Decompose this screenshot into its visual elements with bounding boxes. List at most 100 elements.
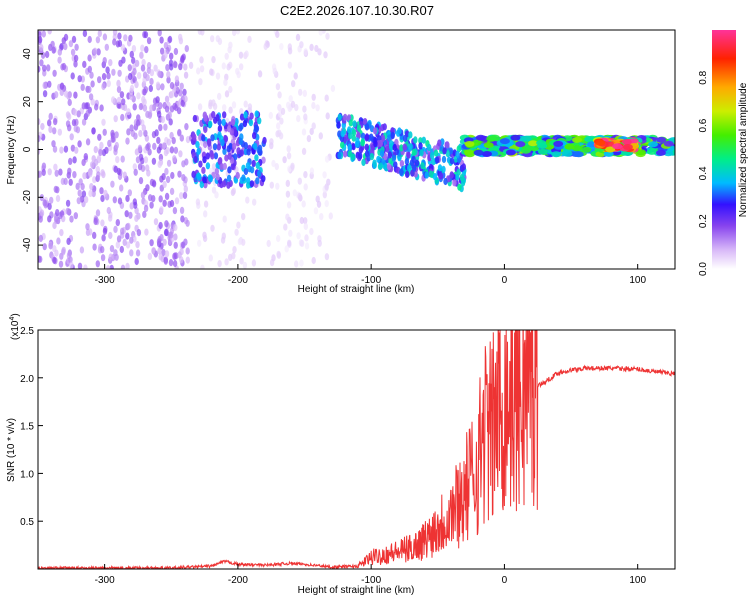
spectrogram-cell bbox=[63, 90, 69, 98]
spectrogram-cell bbox=[622, 144, 633, 150]
spectrogram-cell bbox=[323, 51, 328, 59]
spectrogram-cell bbox=[325, 112, 330, 120]
spectrogram-cell bbox=[123, 34, 128, 42]
spectrogram-cell bbox=[109, 264, 114, 269]
spectrogram-y-ticks: -40 -20 0 20 40 bbox=[22, 48, 43, 252]
spectrogram-cell bbox=[177, 170, 182, 178]
spectrogram-cell bbox=[314, 44, 319, 53]
spectrogram-cell bbox=[356, 131, 361, 139]
spectrogram-cell bbox=[40, 122, 45, 131]
spectrogram-cell bbox=[143, 31, 149, 39]
spectrogram-cell bbox=[101, 118, 106, 126]
spectrogram-cell bbox=[157, 247, 162, 255]
spectrogram-cell bbox=[279, 43, 284, 51]
colorbar-label: Normalized spectral amplitude bbox=[738, 82, 749, 217]
spectrogram-cell bbox=[58, 168, 63, 176]
spectrogram-cell bbox=[286, 152, 292, 160]
spectrogram-cell bbox=[149, 239, 154, 247]
spectrogram-cell bbox=[408, 143, 413, 151]
spectrogram-cell bbox=[40, 51, 46, 59]
spectrogram-cell bbox=[252, 132, 257, 140]
spectrogram-cell bbox=[57, 48, 62, 56]
spectrogram-cell bbox=[122, 103, 128, 111]
snr-x-tick-label: 100 bbox=[629, 575, 646, 586]
spectrogram-cell bbox=[185, 219, 190, 227]
spectrogram-cell bbox=[442, 147, 447, 155]
spectrogram-cell bbox=[68, 157, 73, 165]
spectrogram-cell bbox=[180, 99, 185, 107]
spectrogram-cell bbox=[211, 99, 216, 107]
spectrogram-cell bbox=[134, 214, 139, 222]
spectrogram-cell bbox=[74, 146, 79, 154]
spectrogram-cell bbox=[399, 168, 404, 177]
spectrogram-cell bbox=[247, 103, 253, 111]
spectrogram-cell bbox=[212, 143, 218, 151]
spectrogram-cell bbox=[215, 72, 221, 80]
spectrogram-cell bbox=[342, 150, 348, 158]
spectrogram-cell bbox=[179, 206, 185, 214]
spectrogram-cell bbox=[83, 264, 88, 269]
spectrogram-cell bbox=[456, 168, 461, 176]
spectrogram-cell bbox=[102, 227, 108, 235]
spectrogram-cell bbox=[322, 171, 327, 179]
spectrogram-cell bbox=[288, 229, 293, 237]
spectrogram-cell bbox=[172, 207, 178, 215]
spectrogram-cell bbox=[149, 201, 154, 209]
spectrogram-cell bbox=[89, 71, 94, 79]
spectrogram-cell bbox=[179, 82, 184, 90]
spectrogram-cell bbox=[69, 215, 74, 223]
spectrogram-cell bbox=[96, 171, 101, 179]
spectrogram-cell bbox=[318, 132, 323, 140]
spectrogram-cell bbox=[292, 189, 297, 197]
spectrogram-cell bbox=[38, 31, 42, 39]
spectrogram-cell bbox=[133, 201, 138, 209]
spectrogram-cell bbox=[163, 149, 169, 157]
spectrogram-cell bbox=[99, 104, 104, 112]
spectrogram-cell bbox=[68, 40, 74, 48]
spectrogram-cell bbox=[50, 40, 55, 48]
spectrogram-cell bbox=[71, 119, 77, 127]
spectrogram-cell bbox=[70, 72, 75, 80]
spectrogram-y-tick-label: 20 bbox=[22, 96, 33, 108]
snr-x-ticks: -300 -200 -100 0 100 bbox=[95, 564, 646, 586]
spectrogram-cell bbox=[159, 36, 164, 44]
spectrogram-cell bbox=[434, 156, 440, 164]
spectrogram-cell bbox=[47, 202, 52, 210]
spectrogram-cell bbox=[96, 48, 101, 56]
spectrogram-cell bbox=[222, 162, 227, 170]
spectrogram-cell bbox=[72, 156, 77, 164]
spectrogram-cell bbox=[379, 150, 385, 158]
spectrogram-cell bbox=[160, 47, 165, 55]
spectrogram-cell bbox=[61, 62, 67, 71]
spectrogram-cell bbox=[276, 234, 281, 243]
spectrogram-cell bbox=[418, 142, 423, 150]
spectrogram-cell bbox=[41, 168, 46, 176]
spectrogram-cell bbox=[93, 146, 99, 154]
spectrogram-cell bbox=[262, 136, 267, 145]
spectrogram-cell bbox=[67, 167, 72, 175]
spectrogram-cell bbox=[222, 104, 227, 112]
spectrogram-cell bbox=[299, 41, 304, 49]
spectrogram-cell bbox=[372, 127, 378, 135]
spectrogram-cell bbox=[97, 30, 102, 38]
spectrogram-cell bbox=[137, 163, 143, 171]
spectrogram-cell bbox=[303, 48, 308, 56]
spectrogram-cell bbox=[134, 257, 139, 266]
spectrogram-cell bbox=[318, 30, 323, 36]
spectrogram-cell bbox=[142, 104, 148, 112]
spectrogram-cell bbox=[218, 157, 223, 165]
spectrogram-cell bbox=[461, 163, 466, 171]
spectrogram-cell bbox=[113, 148, 118, 156]
spectrogram-cell bbox=[231, 252, 236, 260]
spectrogram-cell bbox=[288, 95, 293, 103]
spectrogram-cell bbox=[249, 180, 255, 188]
spectrogram-cell bbox=[227, 46, 232, 54]
spectrogram-cell bbox=[198, 160, 203, 168]
spectrogram-cell bbox=[242, 120, 248, 128]
snr-scale-label: (x104) bbox=[9, 313, 21, 340]
spectrogram-cell bbox=[311, 256, 316, 265]
spectrogram-cell bbox=[120, 44, 126, 52]
spectrogram-cell bbox=[572, 136, 582, 143]
spectrogram-cell bbox=[170, 171, 175, 180]
